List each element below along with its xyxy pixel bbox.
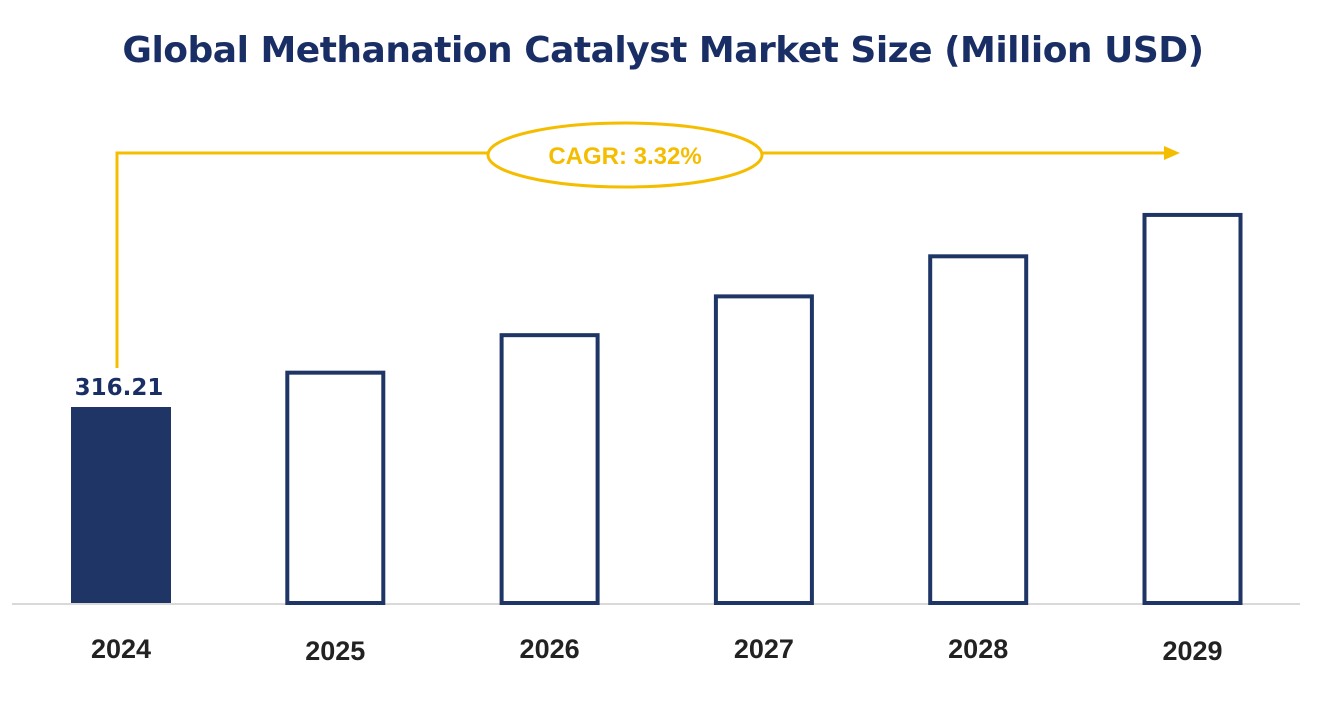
x-tick-label: 2024 — [91, 634, 151, 664]
cagr-label: CAGR: 3.32% — [548, 143, 701, 170]
bar-2028 — [928, 254, 1029, 605]
x-tick-label: 2028 — [948, 634, 1008, 664]
cagr-arrowhead-icon — [1164, 146, 1180, 160]
bar-2025 — [285, 370, 386, 606]
bar-2024 — [71, 407, 171, 603]
x-tick-label: 2026 — [520, 634, 580, 664]
x-tick-label: 2027 — [734, 634, 794, 664]
cagr-ellipse — [486, 121, 764, 189]
x-tick-label: 2025 — [305, 636, 365, 666]
bar-2029 — [1142, 212, 1243, 606]
chart-title: Global Methanation Catalyst Market Size … — [122, 30, 1204, 71]
bar-2026 — [499, 333, 600, 605]
cagr-line-left — [115, 151, 488, 368]
x-tick-label: 2029 — [1162, 636, 1222, 666]
bar-2027 — [713, 294, 814, 605]
cagr-annotation: CAGR: 3.32% — [115, 121, 1180, 368]
data-label: 316.21 — [75, 375, 164, 401]
